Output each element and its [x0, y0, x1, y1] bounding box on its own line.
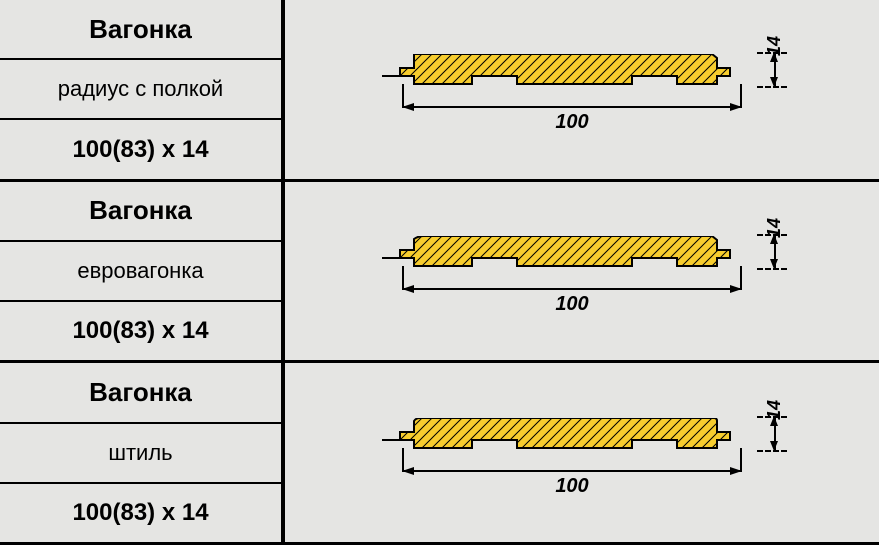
- height-dimension: 14: [752, 234, 792, 279]
- profile-diagram-cell: 100 14: [285, 182, 879, 361]
- profile-diagram-cell: 100 14: [285, 0, 879, 179]
- dimensions-text: 100(83) x 14: [72, 136, 208, 164]
- subtitle-text: штиль: [108, 440, 172, 466]
- subtitle-text: евровагонка: [77, 258, 203, 284]
- width-label: 100: [402, 293, 742, 316]
- height-label: 14: [764, 36, 785, 56]
- profile-diagram: 100 14: [372, 34, 792, 144]
- profile-diagram-cell: 100 14: [285, 363, 879, 542]
- label-column: Вагонка радиус с полкой 100(83) x 14: [0, 0, 285, 179]
- subtitle-text: радиус с полкой: [58, 76, 223, 102]
- profile-cross-section: [382, 54, 742, 94]
- profile-row: Вагонкарадиус с полкой100(83) x 14 100 1: [0, 0, 879, 182]
- label-column: Вагонка штиль 100(83) x 14: [0, 363, 285, 542]
- title-text: Вагонка: [89, 377, 192, 408]
- profile-table: Вагонкарадиус с полкой100(83) x 14 100 1: [0, 0, 879, 545]
- dimensions-text: 100(83) x 14: [72, 499, 208, 527]
- title-text: Вагонка: [89, 14, 192, 45]
- width-label: 100: [402, 475, 742, 498]
- profile-diagram: 100 14: [372, 398, 792, 508]
- profile-title: Вагонка: [0, 0, 281, 60]
- profile-title: Вагонка: [0, 363, 281, 423]
- height-dimension: 14: [752, 416, 792, 461]
- profile-dimensions: 100(83) x 14: [0, 302, 281, 360]
- profile-cross-section: [382, 236, 742, 276]
- width-dimension: 100: [402, 460, 742, 482]
- height-dimension: 14: [752, 52, 792, 97]
- profile-row: Вагонка штиль 100(83) x 14 100 14: [0, 363, 879, 545]
- width-dimension: 100: [402, 278, 742, 300]
- profile-subtitle: штиль: [0, 424, 281, 484]
- profile-dimensions: 100(83) x 14: [0, 120, 281, 178]
- label-column: Вагонка евровагонка 100(83) x 14: [0, 182, 285, 361]
- profile-diagram: 100 14: [372, 216, 792, 326]
- profile-dimensions: 100(83) x 14: [0, 484, 281, 542]
- height-label: 14: [764, 218, 785, 238]
- profile-subtitle: евровагонка: [0, 242, 281, 302]
- width-label: 100: [402, 111, 742, 134]
- profile-title: Вагонка: [0, 182, 281, 242]
- width-dimension: 100: [402, 96, 742, 118]
- dimensions-text: 100(83) x 14: [72, 317, 208, 345]
- title-text: Вагонка: [89, 195, 192, 226]
- profile-subtitle: радиус с полкой: [0, 60, 281, 120]
- height-label: 14: [764, 400, 785, 420]
- profile-row: Вагонка евровагонка 100(83) x 14 100 14: [0, 182, 879, 364]
- profile-cross-section: [382, 418, 742, 458]
